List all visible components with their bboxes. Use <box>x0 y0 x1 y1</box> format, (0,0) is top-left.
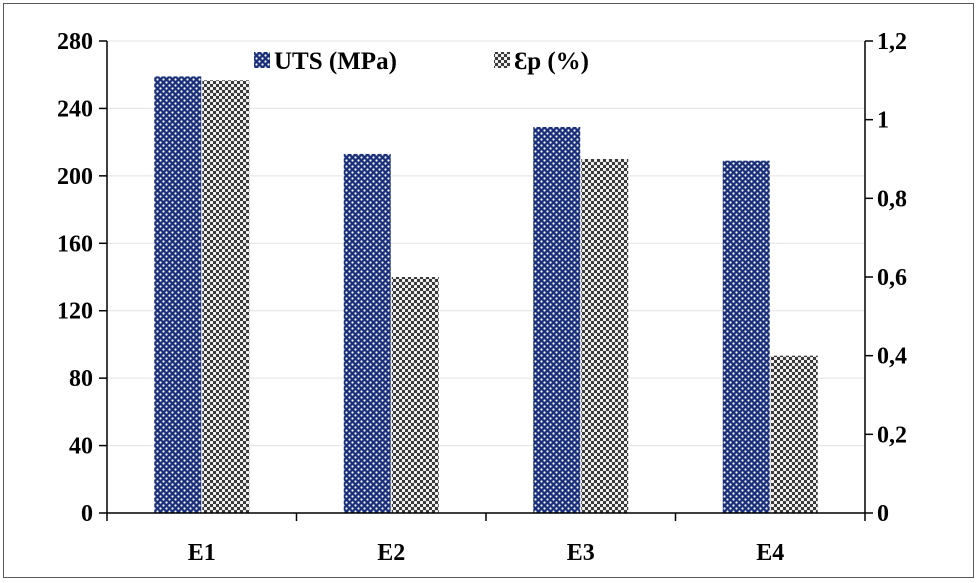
bar-ep-e1 <box>202 80 250 513</box>
y-right-tick-label: 0 <box>877 501 889 527</box>
y-left-tick-label: 240 <box>57 96 93 122</box>
y-right-tick-label: 1,2 <box>877 29 907 55</box>
y-left-tick-label: 160 <box>57 231 93 257</box>
bar-ep-e3 <box>581 159 629 513</box>
x-tick-label: E2 <box>377 540 405 566</box>
y-right-tick-label: 1 <box>877 108 889 134</box>
chart-border <box>3 3 974 578</box>
x-tick-label: E4 <box>756 540 784 566</box>
bar-uts-e2 <box>343 153 391 513</box>
x-tick-label: E3 <box>567 540 595 566</box>
y-left-tick-label: 40 <box>69 434 93 460</box>
y-right-tick-label: 0,6 <box>877 265 907 291</box>
axes: E1 E2 E3 E4 0 40 80 120 160 200 240 280 0 0,2 0,4 0,6 0,… <box>57 29 907 566</box>
legend: UTS (MPa) Ɛp (%) <box>254 48 589 75</box>
y-left-tick-label: 280 <box>57 29 93 55</box>
bar-uts-e3 <box>533 126 581 513</box>
legend-label-uts: UTS (MPa) <box>274 48 397 75</box>
legend-swatch-uts <box>254 52 270 68</box>
bar-uts-e4 <box>722 160 770 513</box>
legend-label-ep: Ɛp (%) <box>514 48 589 75</box>
y-right-tick-label: 0,8 <box>877 186 907 212</box>
y-left-tick-label: 80 <box>69 366 93 392</box>
legend-swatch-ep <box>494 52 510 68</box>
y-right-tick-label: 0,4 <box>877 344 907 370</box>
x-tick-label: E1 <box>188 540 216 566</box>
y-left-tick-label: 0 <box>81 501 93 527</box>
bar-ep-e4 <box>770 355 818 513</box>
bars <box>154 76 818 514</box>
y-left-tick-label: 120 <box>57 299 93 325</box>
y-left-tick-label: 200 <box>57 164 93 190</box>
bar-uts-e1 <box>154 76 202 514</box>
bar-ep-e2 <box>391 277 439 513</box>
y-right-tick-label: 0,2 <box>877 422 907 448</box>
